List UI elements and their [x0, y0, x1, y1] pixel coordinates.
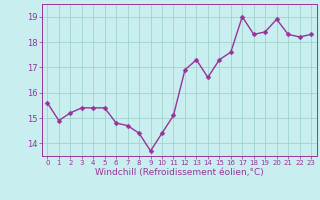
X-axis label: Windchill (Refroidissement éolien,°C): Windchill (Refroidissement éolien,°C) [95, 168, 264, 177]
